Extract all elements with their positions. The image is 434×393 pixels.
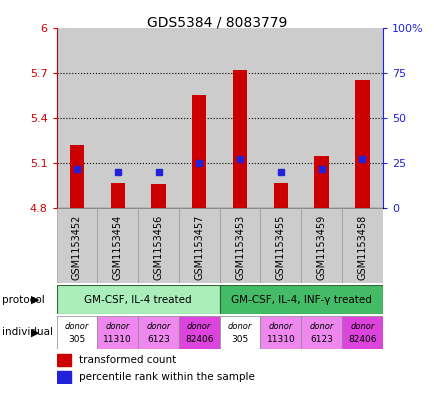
Text: 305: 305 (231, 335, 248, 344)
FancyBboxPatch shape (97, 208, 138, 283)
Bar (56, 285, 219, 314)
Text: donor: donor (349, 322, 374, 331)
Text: donor: donor (268, 322, 293, 331)
FancyBboxPatch shape (219, 208, 260, 283)
Bar (314, 156, 328, 208)
Text: individual: individual (2, 327, 53, 337)
Text: GM-CSF, IL-4 treated: GM-CSF, IL-4 treated (84, 295, 191, 305)
Bar (219, 316, 260, 349)
Bar (138, 28, 178, 208)
Text: 6123: 6123 (147, 335, 170, 344)
Text: donor: donor (146, 322, 170, 331)
Bar (178, 316, 219, 349)
Bar (56, 28, 97, 208)
Text: GSM1153455: GSM1153455 (275, 214, 285, 280)
Text: GSM1153453: GSM1153453 (234, 214, 244, 279)
Text: 82406: 82406 (184, 335, 213, 344)
Bar (232, 70, 247, 208)
Bar (260, 28, 300, 208)
Bar (151, 184, 165, 208)
Text: donor: donor (105, 322, 130, 331)
FancyBboxPatch shape (138, 208, 178, 283)
Text: donor: donor (65, 322, 89, 331)
Bar (341, 28, 382, 208)
Text: GSM1153456: GSM1153456 (153, 214, 163, 279)
Text: donor: donor (309, 322, 333, 331)
Bar (300, 316, 341, 349)
Bar (56, 371, 71, 383)
FancyBboxPatch shape (300, 208, 341, 283)
Text: GSM1153458: GSM1153458 (357, 214, 367, 279)
Text: GSM1153459: GSM1153459 (316, 214, 326, 279)
FancyBboxPatch shape (341, 208, 382, 283)
Bar (355, 80, 369, 208)
Bar (97, 316, 138, 349)
Text: 305: 305 (68, 335, 85, 344)
Bar (219, 28, 260, 208)
Text: ▶: ▶ (31, 295, 40, 305)
Bar (56, 354, 71, 366)
Bar (260, 316, 300, 349)
Bar (219, 285, 382, 314)
Bar (192, 95, 206, 208)
FancyBboxPatch shape (178, 208, 219, 283)
FancyBboxPatch shape (260, 208, 300, 283)
Text: donor: donor (187, 322, 211, 331)
Text: GDS5384 / 8083779: GDS5384 / 8083779 (147, 16, 287, 30)
Text: 82406: 82406 (347, 335, 376, 344)
Text: 6123: 6123 (309, 335, 332, 344)
Bar (178, 28, 219, 208)
Bar (300, 28, 341, 208)
Bar (138, 316, 178, 349)
Bar (273, 183, 287, 208)
FancyBboxPatch shape (56, 208, 97, 283)
Text: GSM1153457: GSM1153457 (194, 214, 204, 280)
Bar (69, 145, 84, 208)
Bar (97, 28, 138, 208)
Text: 11310: 11310 (103, 335, 132, 344)
Bar (341, 316, 382, 349)
Text: GSM1153454: GSM1153454 (112, 214, 122, 279)
Text: protocol: protocol (2, 295, 45, 305)
Bar (56, 316, 97, 349)
Text: GSM1153452: GSM1153452 (72, 214, 82, 280)
Text: percentile rank within the sample: percentile rank within the sample (79, 372, 255, 382)
Bar (110, 183, 125, 208)
Text: transformed count: transformed count (79, 355, 176, 365)
Text: donor: donor (227, 322, 252, 331)
Text: GM-CSF, IL-4, INF-γ treated: GM-CSF, IL-4, INF-γ treated (230, 295, 371, 305)
Text: ▶: ▶ (31, 327, 40, 337)
Text: 11310: 11310 (266, 335, 295, 344)
